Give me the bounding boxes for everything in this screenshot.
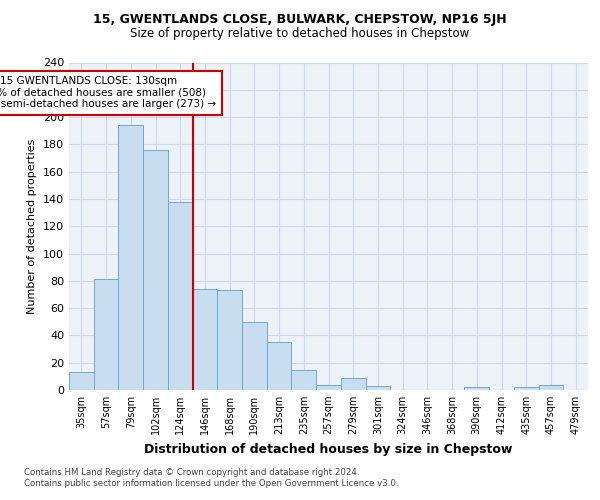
Bar (365, 386, 390, 390)
X-axis label: Distribution of detached houses by size in Chepstow: Distribution of detached houses by size … (145, 442, 512, 456)
Bar (143, 150, 168, 390)
Text: 15, GWENTLANDS CLOSE, BULWARK, CHEPSTOW, NP16 5JH: 15, GWENTLANDS CLOSE, BULWARK, CHEPSTOW,… (93, 12, 507, 26)
Bar (94, 280, 118, 390)
Text: Contains HM Land Registry data © Crown copyright and database right 2024.
Contai: Contains HM Land Registry data © Crown c… (24, 468, 398, 487)
Bar (539, 384, 563, 390)
Text: Size of property relative to detached houses in Chepstow: Size of property relative to detached ho… (130, 28, 470, 40)
Bar (217, 290, 242, 390)
Bar (514, 388, 539, 390)
Text: 15 GWENTLANDS CLOSE: 130sqm
← 64% of detached houses are smaller (508)
35% of se: 15 GWENTLANDS CLOSE: 130sqm ← 64% of det… (0, 76, 217, 110)
Bar (464, 388, 489, 390)
Bar (316, 384, 341, 390)
Bar (168, 202, 193, 390)
Bar (242, 322, 267, 390)
Bar (69, 372, 94, 390)
Bar (193, 289, 217, 390)
Y-axis label: Number of detached properties: Number of detached properties (28, 138, 37, 314)
Bar (292, 370, 316, 390)
Bar (267, 342, 292, 390)
Bar (118, 126, 143, 390)
Bar (341, 378, 365, 390)
